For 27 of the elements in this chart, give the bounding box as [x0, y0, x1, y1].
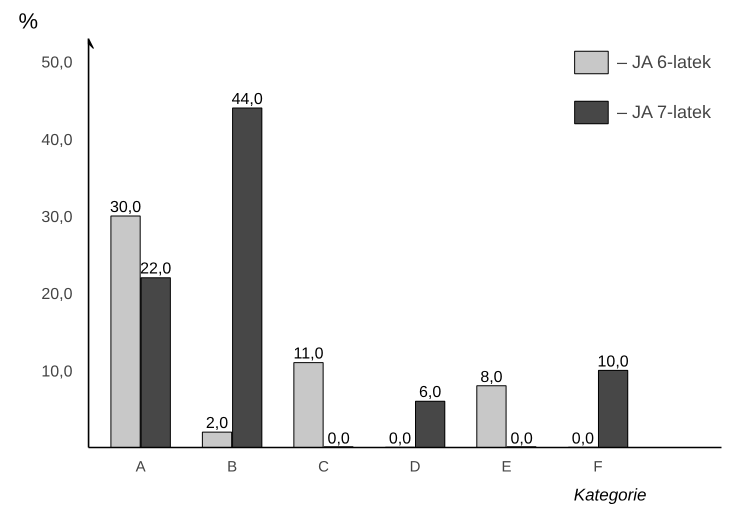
- data-label: 30,0: [110, 198, 142, 216]
- data-label: 10,0: [598, 353, 629, 370]
- data-label: 8,0: [480, 368, 503, 386]
- x-tick-label: F: [593, 458, 603, 476]
- data-label: 0,0: [510, 430, 533, 448]
- legend-label: – JA 6-latek: [616, 52, 711, 72]
- x-tick-label: D: [410, 458, 421, 476]
- x-tick-label: E: [502, 458, 512, 476]
- x-tick-label: A: [136, 458, 146, 476]
- data-label: 11,0: [294, 346, 324, 363]
- data-label: 44,0: [232, 90, 263, 108]
- data-label: 22,0: [140, 260, 172, 278]
- data-label: 0,0: [328, 430, 350, 448]
- x-tick-label: C: [318, 458, 330, 476]
- data-label: 2,0: [206, 415, 228, 432]
- y-tick-label: 10,0: [41, 363, 73, 380]
- data-label: 0,0: [388, 430, 412, 448]
- data-label: 6,0: [419, 384, 442, 402]
- y-tick-label: 20,0: [41, 286, 73, 304]
- y-tick-label: 30,0: [41, 208, 73, 226]
- x-axis-title: Kategorie: [574, 486, 647, 504]
- legend-label: – JA 7-latek: [616, 102, 711, 122]
- y-axis-title: %: [18, 8, 38, 34]
- x-tick-label: B: [227, 458, 238, 476]
- y-tick-label: 50,0: [41, 54, 73, 72]
- data-label: 0,0: [572, 430, 594, 448]
- y-tick-label: 40,0: [41, 132, 73, 149]
